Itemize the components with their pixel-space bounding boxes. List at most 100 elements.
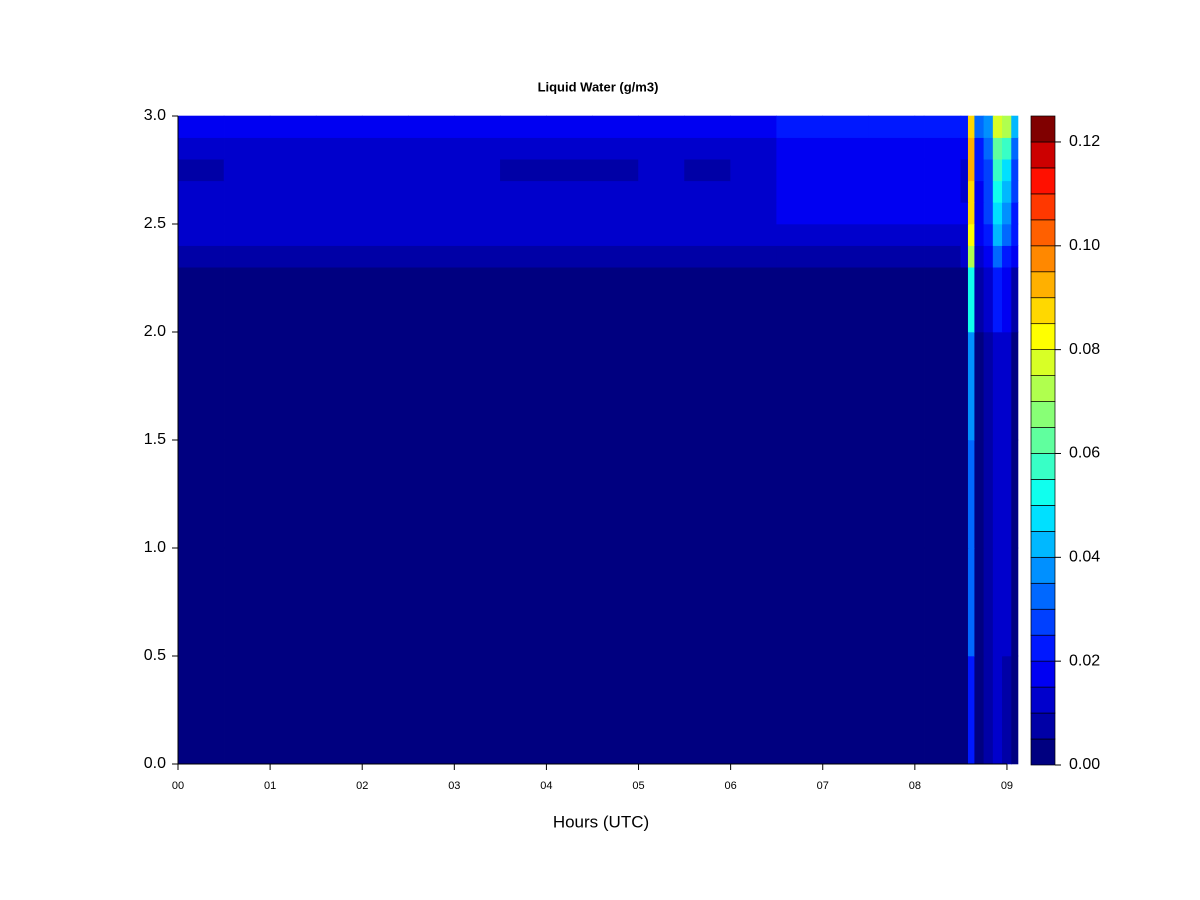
heat-cell bbox=[776, 202, 824, 225]
heat-cell bbox=[361, 245, 409, 268]
x-tick-label: 01 bbox=[264, 780, 276, 792]
heat-cell bbox=[684, 202, 731, 225]
heat-cell bbox=[177, 331, 225, 441]
colorbar-box bbox=[1030, 427, 1056, 454]
heat-cell bbox=[546, 266, 593, 333]
heat-cell bbox=[546, 137, 593, 160]
heat-cell bbox=[868, 245, 916, 268]
heat-cell bbox=[967, 547, 976, 657]
heat-cell bbox=[967, 137, 976, 160]
heat-cell bbox=[974, 547, 985, 657]
heat-cell bbox=[177, 115, 225, 138]
heat-cell bbox=[684, 331, 731, 441]
heat-cell bbox=[923, 202, 962, 225]
heat-cell bbox=[500, 655, 547, 765]
heat-cell bbox=[923, 439, 962, 549]
heat-cell bbox=[992, 180, 1003, 203]
colorbar-box bbox=[1030, 375, 1056, 402]
heat-cell bbox=[223, 223, 271, 246]
heat-cell bbox=[960, 266, 969, 333]
heat-cell bbox=[914, 331, 925, 441]
heat-cell bbox=[776, 245, 824, 268]
heat-cell bbox=[407, 115, 455, 138]
heat-cell bbox=[776, 158, 824, 182]
x-tick-label: 06 bbox=[725, 780, 737, 792]
heat-cell bbox=[992, 655, 1003, 765]
x-tick-label: 02 bbox=[356, 780, 368, 792]
heat-cell bbox=[407, 439, 455, 549]
heat-cell bbox=[223, 266, 271, 333]
heat-cell bbox=[454, 331, 501, 441]
heat-cell bbox=[223, 547, 271, 657]
heat-cell bbox=[776, 223, 824, 246]
heat-cell bbox=[992, 266, 1003, 333]
heat-cell bbox=[638, 223, 685, 246]
heat-cell bbox=[914, 202, 925, 225]
heat-cell bbox=[914, 439, 925, 549]
heat-cell bbox=[960, 331, 969, 441]
heat-cell bbox=[974, 115, 985, 138]
heat-cell bbox=[967, 202, 976, 225]
colorbar-box bbox=[1030, 271, 1056, 299]
heat-cell bbox=[223, 439, 271, 549]
colorbar-tick-label: 0.00 bbox=[1069, 756, 1100, 773]
heat-cell bbox=[974, 655, 985, 765]
heat-cell bbox=[868, 115, 916, 138]
heat-cell bbox=[177, 180, 225, 203]
heat-cell bbox=[967, 180, 976, 203]
heat-cell bbox=[500, 223, 547, 246]
heat-cell bbox=[592, 137, 639, 160]
heat-cell bbox=[730, 439, 777, 549]
heat-cell bbox=[914, 266, 925, 333]
heat-cell bbox=[546, 655, 593, 765]
colorbar-box bbox=[1030, 738, 1056, 766]
heat-cell bbox=[361, 439, 409, 549]
heat-cell bbox=[500, 245, 547, 268]
heat-cell bbox=[684, 223, 731, 246]
heat-cell bbox=[868, 180, 916, 203]
heat-cell bbox=[500, 180, 547, 203]
heat-cell bbox=[407, 266, 455, 333]
heat-cell bbox=[974, 331, 985, 441]
heat-cell bbox=[923, 655, 962, 765]
heat-cell bbox=[983, 202, 994, 225]
heat-cell bbox=[960, 158, 969, 182]
heat-cell bbox=[361, 137, 409, 160]
heat-cell bbox=[407, 331, 455, 441]
heat-cell bbox=[592, 266, 639, 333]
heat-cell bbox=[361, 202, 409, 225]
heat-cell bbox=[1011, 266, 1019, 333]
heat-cell bbox=[177, 547, 225, 657]
colorbar-box bbox=[1030, 505, 1056, 532]
heat-cell bbox=[983, 158, 994, 182]
heat-cell bbox=[638, 331, 685, 441]
heat-cell bbox=[992, 137, 1003, 160]
heat-cell bbox=[923, 331, 962, 441]
heat-cell bbox=[407, 245, 455, 268]
x-tick-label: 07 bbox=[817, 780, 829, 792]
heat-cell bbox=[1002, 223, 1012, 246]
heat-cell bbox=[730, 202, 777, 225]
heat-cell bbox=[1002, 245, 1012, 268]
heat-cell bbox=[592, 245, 639, 268]
heat-cell bbox=[967, 655, 976, 765]
heat-cell bbox=[983, 655, 994, 765]
colorbar-box bbox=[1030, 323, 1056, 350]
heat-cell bbox=[914, 158, 925, 182]
heat-cell bbox=[992, 547, 1003, 657]
heat-cell bbox=[315, 158, 363, 182]
heat-cell bbox=[592, 223, 639, 246]
colorbar-box bbox=[1030, 531, 1056, 558]
heat-cell bbox=[269, 223, 317, 246]
heat-cell bbox=[500, 439, 547, 549]
heat-cell bbox=[315, 547, 363, 657]
heat-cell bbox=[992, 331, 1003, 441]
heat-cell bbox=[992, 158, 1003, 182]
heat-cell bbox=[1002, 439, 1012, 549]
heat-cell bbox=[868, 137, 916, 160]
heat-cell bbox=[638, 245, 685, 268]
heat-cell bbox=[967, 331, 976, 441]
heat-cell bbox=[967, 439, 976, 549]
heat-cell bbox=[684, 439, 731, 549]
heat-cell bbox=[223, 331, 271, 441]
